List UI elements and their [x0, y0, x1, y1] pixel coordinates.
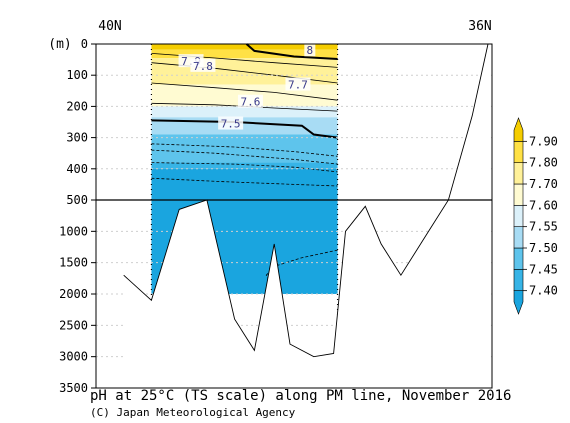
- contour-dashed-0: [151, 143, 338, 157]
- colorbar-tick-label: 7.50: [529, 241, 558, 255]
- credit-text: (C) Japan Meteorological Agency: [90, 406, 296, 419]
- colorbar-cell-2: [513, 247, 524, 270]
- colorbar: 7.40 7.45 7.50 7.55 7.60 7.70 7.80 7.90: [513, 117, 558, 315]
- contour-label-bg-3: [285, 77, 311, 91]
- colorbar-cell-0: [513, 290, 524, 315]
- colorbar-tick-label: 7.55: [529, 220, 558, 234]
- section-band-0: [151, 44, 338, 50]
- colorbar-cell-5: [513, 183, 524, 206]
- depth-tick-label: 2000: [59, 287, 88, 301]
- contour-label-bg-0: [304, 43, 316, 57]
- section-band-1: [151, 49, 338, 59]
- colorbar-tick-label: 7.45: [529, 262, 558, 276]
- depth-tick-label: 2500: [59, 318, 88, 332]
- colorbar-cell-3: [513, 226, 524, 249]
- chart-title: pH at 25°C (TS scale) along PM line, Nov…: [90, 388, 512, 404]
- bathymetry-line: [123, 43, 489, 358]
- section-band-4: [151, 106, 338, 118]
- contour-label-bg-5: [218, 116, 244, 130]
- x-edge-label-right: 36N: [468, 19, 491, 34]
- colorbar-tick-label: 7.90: [529, 134, 558, 148]
- contour-label: 8: [307, 44, 314, 57]
- depth-tick-label: 3500: [59, 381, 88, 395]
- depth-tick-label: 200: [66, 99, 88, 113]
- contour-label: 7.6: [241, 96, 261, 109]
- frame-layer: [95, 43, 493, 389]
- contour-line-0: [245, 43, 338, 60]
- colorbar-cell-4: [513, 205, 524, 227]
- contour-label-bg-4: [237, 94, 263, 108]
- contour-label: 7.7: [288, 79, 308, 92]
- bathymetry-layer: [123, 43, 489, 388]
- colorbar-tick-label: 7.40: [529, 284, 558, 298]
- colorbar-cell-8: [513, 117, 524, 142]
- depth-tick-label: 1500: [59, 256, 88, 270]
- depth-tick-label: 3000: [59, 350, 88, 364]
- colorbar-tick-label: 7.70: [529, 177, 558, 191]
- depth-tick-label: 400: [66, 162, 88, 176]
- contour-line-3: [151, 82, 338, 101]
- contour-dashed-2: [151, 162, 338, 173]
- depth-tick-label: 300: [66, 131, 88, 145]
- contour-dashed-3: [151, 177, 338, 187]
- depth-tick-label: 0: [81, 37, 88, 51]
- depth-tick-label: 500: [66, 193, 88, 207]
- contour-dashed-1: [151, 149, 338, 165]
- seafloor-mask: [123, 44, 488, 388]
- colorbar-tick-label: 7.60: [529, 198, 558, 212]
- depth-tick-label: 100: [66, 68, 88, 82]
- contour-label: 7.5: [221, 118, 241, 131]
- section-band-6: [151, 134, 338, 163]
- depth-axis: 0 100 200 300 400 500 1000 1500 2000 2500 3000 3500: [59, 37, 96, 395]
- x-edge-label-left: 40N: [98, 19, 121, 34]
- colorbar-cell-7: [513, 141, 524, 163]
- contour-label: 7.8: [193, 60, 213, 73]
- plot-frame: [95, 43, 493, 389]
- contour-label-bg-2: [190, 58, 216, 72]
- colorbar-cell-6: [513, 162, 524, 185]
- depth-unit-label: (m): [48, 37, 71, 52]
- colorbar-cell-1: [513, 269, 524, 291]
- colorbar-tick-label: 7.80: [529, 156, 558, 170]
- section-band-7: [151, 162, 338, 169]
- contour-line-5: [151, 119, 338, 139]
- depth-tick-label: 1000: [59, 224, 88, 238]
- contour-layer: 87.97.87.77.67.5: [151, 43, 338, 292]
